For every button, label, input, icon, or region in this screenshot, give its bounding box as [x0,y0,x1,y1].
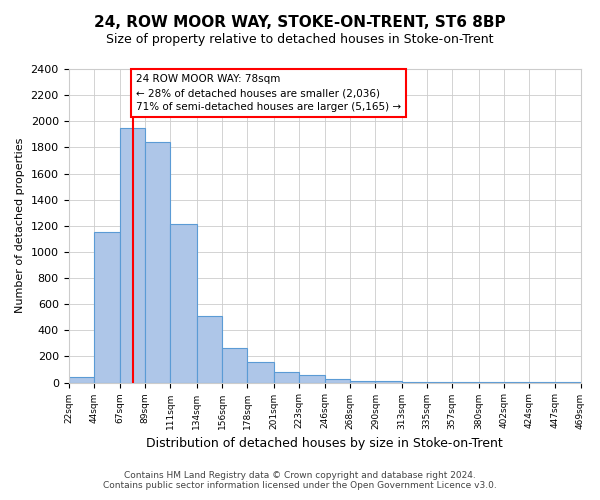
Y-axis label: Number of detached properties: Number of detached properties [15,138,25,314]
Bar [274,372,299,382]
Bar [222,348,247,382]
Bar [94,232,120,382]
Bar [247,362,274,382]
Bar [325,378,350,382]
Text: 24 ROW MOOR WAY: 78sqm
← 28% of detached houses are smaller (2,036)
71% of semi-: 24 ROW MOOR WAY: 78sqm ← 28% of detached… [136,74,401,112]
Text: Size of property relative to detached houses in Stoke-on-Trent: Size of property relative to detached ho… [106,32,494,46]
Bar [145,142,170,382]
Bar [170,224,197,382]
X-axis label: Distribution of detached houses by size in Stoke-on-Trent: Distribution of detached houses by size … [146,437,503,450]
Bar [299,374,325,382]
Text: Contains HM Land Registry data © Crown copyright and database right 2024.
Contai: Contains HM Land Registry data © Crown c… [103,470,497,490]
Bar [120,128,145,382]
Text: 24, ROW MOOR WAY, STOKE-ON-TRENT, ST6 8BP: 24, ROW MOOR WAY, STOKE-ON-TRENT, ST6 8B… [94,15,506,30]
Bar [197,316,222,382]
Bar [350,380,376,382]
Bar [68,378,94,382]
